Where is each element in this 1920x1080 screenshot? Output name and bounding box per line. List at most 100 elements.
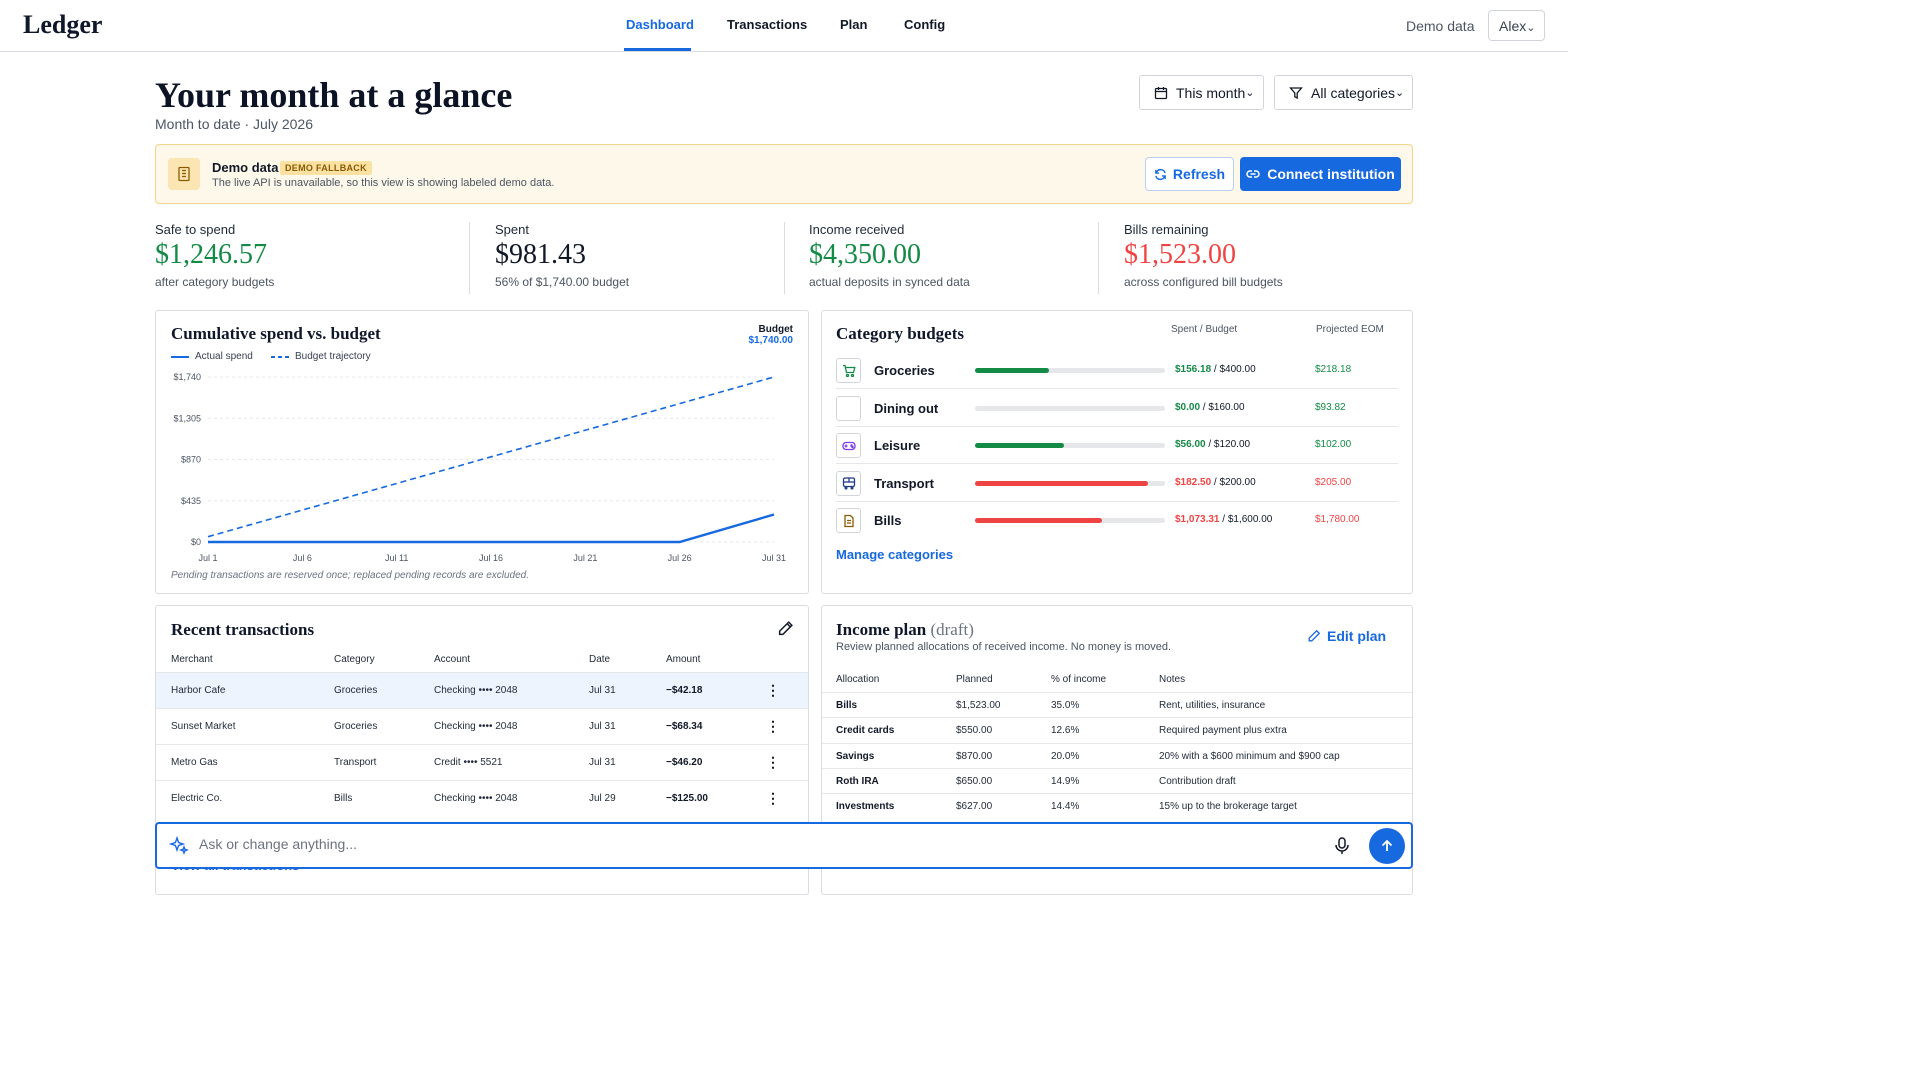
ask-input[interactable] xyxy=(199,836,1279,852)
table-row: Investments $627.00 14.4% 15% up to the bro… xyxy=(822,793,1412,818)
amount-cell: −$125.00 xyxy=(666,793,708,804)
stat-value: $1,246.57 xyxy=(155,239,267,270)
x-tick-label: Jul 26 xyxy=(668,553,692,563)
edit-plan-label: Edit plan xyxy=(1327,628,1387,644)
row-divider xyxy=(836,463,1398,464)
budget-progress-bar xyxy=(975,368,1165,373)
more-options-icon[interactable]: ⋮ xyxy=(766,754,780,770)
spent-of-budget: $56.00 / $120.00 xyxy=(1175,439,1250,450)
connect-label: Connect institution xyxy=(1267,166,1395,182)
budget-amount: / $120.00 xyxy=(1205,439,1251,450)
edit-transactions-button[interactable] xyxy=(777,620,794,642)
col-header-planned: Planned xyxy=(956,674,993,685)
category-name: Transport xyxy=(874,475,934,491)
table-row: Bills $1,523.00 35.0% Rent, utilities, insu… xyxy=(822,692,1412,717)
account-cell: Checking •••• 2048 xyxy=(434,721,518,732)
nav-transactions[interactable]: Transactions xyxy=(727,17,808,32)
planned-cell: $650.00 xyxy=(956,775,993,787)
budget-value: $1,740.00 xyxy=(748,335,794,346)
col-header-category: Category xyxy=(334,654,375,665)
nav-plan[interactable]: Plan xyxy=(840,17,868,32)
account-cell: Checking •••• 2048 xyxy=(434,685,518,696)
x-tick-label: Jul 11 xyxy=(385,553,408,563)
more-options-icon[interactable]: ⋮ xyxy=(766,718,780,734)
date-cell: Jul 29 xyxy=(589,793,616,804)
filter-icon xyxy=(1289,86,1303,99)
amount-cell: −$46.20 xyxy=(666,757,703,768)
budget-row-groceries[interactable]: Groceries $156.18 / $400.00 $218.18 xyxy=(836,351,1398,389)
connect-institution-button[interactable]: Connect institution xyxy=(1240,157,1401,191)
allocation-cell: Bills xyxy=(836,700,858,711)
budget-row-dining-out[interactable]: Dining out $0.00 / $160.00 $93.82 xyxy=(836,389,1398,427)
table-row[interactable]: Electric Co. Bills Checking •••• 2048 Jul 2… xyxy=(156,780,808,816)
budgets-title: Category budgets xyxy=(836,324,964,343)
percent-cell: 14.4% xyxy=(1051,801,1080,813)
y-tick-label: $435 xyxy=(181,496,201,506)
col-header-date: Date xyxy=(589,654,611,665)
nav-config[interactable]: Config xyxy=(904,17,946,32)
merchant-cell: Harbor Cafe xyxy=(171,685,226,696)
budget-row-transport[interactable]: Transport $182.50 / $200.00 $205.00 xyxy=(836,464,1398,502)
budget-amount: / $200.00 xyxy=(1211,476,1256,488)
notes-cell: Contribution draft xyxy=(1159,775,1236,787)
actual-spend-line xyxy=(208,513,775,544)
banner-title: Demo data xyxy=(212,160,279,175)
date-cell: Jul 31 xyxy=(589,757,616,768)
x-tick-label: Jul 6 xyxy=(293,553,312,563)
sparkle-icon xyxy=(169,836,189,856)
notes-cell: 15% up to the brokerage target xyxy=(1159,801,1297,813)
stat-note: across configured bill budgets xyxy=(1124,275,1283,289)
table-row: Credit cards $550.00 12.6% Required payment… xyxy=(822,717,1412,742)
nav-dashboard[interactable]: Dashboard xyxy=(626,17,694,32)
notes-cell: Rent, utilities, insurance xyxy=(1159,700,1266,711)
allocation-cell: Savings xyxy=(836,750,875,762)
stat-spent: Spent $981.43 56% of $1,740.00 budget xyxy=(495,222,629,294)
category-filter-label: All categories xyxy=(1311,84,1396,101)
projected-eom: $218.18 xyxy=(1315,364,1352,375)
send-button[interactable] xyxy=(1369,828,1405,864)
col-header-allocation: Allocation xyxy=(836,674,880,685)
manage-categories-link[interactable]: Manage categories xyxy=(836,547,954,562)
budget-row-leisure[interactable]: Leisure $56.00 / $120.00 $102.00 xyxy=(836,426,1398,464)
user-name: Alex xyxy=(1499,18,1527,34)
budget-row-bills[interactable]: Bills $1,073.31 / $1,600.00 $1,780.00 xyxy=(836,501,1398,539)
refresh-button[interactable]: Refresh xyxy=(1145,157,1234,191)
period-filter-button[interactable]: This month ⌄ xyxy=(1139,75,1264,110)
user-menu-button[interactable]: Alex⌄ xyxy=(1488,10,1545,41)
x-tick-label: Jul 31 xyxy=(762,553,786,563)
stat-label: Spent xyxy=(495,222,529,237)
percent-cell: 12.6% xyxy=(1051,725,1080,737)
col-header-percent: % of income xyxy=(1051,674,1107,685)
gamepad-icon xyxy=(836,433,861,458)
category-filter-button[interactable]: All categories ⌄ xyxy=(1274,75,1413,110)
category-cell: Groceries xyxy=(334,721,378,732)
income-title-suffix: (draft) xyxy=(930,620,974,639)
notes-cell: Required payment plus extra xyxy=(1159,725,1287,737)
stat-divider xyxy=(1098,222,1099,294)
budget-progress-fill xyxy=(975,480,1148,486)
chevron-down-icon: ⌄ xyxy=(1245,87,1255,99)
table-row[interactable]: Sunset Market Groceries Checking •••• 2048… xyxy=(156,708,808,744)
table-row[interactable]: Metro Gas Transport Credit •••• 5521 Jul 31… xyxy=(156,744,808,780)
table-row[interactable]: Harbor Cafe Groceries Checking •••• 2048 Ju… xyxy=(156,672,808,708)
col-header-account: Account xyxy=(434,654,471,665)
demo-data-indicator[interactable]: Demo data xyxy=(1406,18,1475,34)
edit-plan-button[interactable]: Edit plan xyxy=(1307,628,1386,644)
spent-of-budget: $156.18 / $400.00 xyxy=(1175,364,1256,375)
stat-value: $981.43 xyxy=(495,239,586,270)
pencil-icon xyxy=(778,621,793,636)
microphone-icon[interactable] xyxy=(1334,837,1350,855)
more-options-icon[interactable]: ⋮ xyxy=(766,682,780,698)
category-cell: Groceries xyxy=(334,685,378,696)
budget-trajectory-line xyxy=(207,376,775,538)
allocation-cell: Investments xyxy=(836,801,895,813)
more-options-icon[interactable]: ⋮ xyxy=(766,790,780,806)
page-title: Your month at a glance xyxy=(155,75,513,115)
stat-note: 56% of $1,740.00 budget xyxy=(495,275,630,289)
brand-logo[interactable]: Ledger xyxy=(23,10,103,39)
planned-cell: $550.00 xyxy=(956,725,993,737)
category-name: Groceries xyxy=(874,363,935,378)
budget-progress-fill xyxy=(975,368,1050,373)
col-header-spent-budget: Spent / Budget xyxy=(1171,324,1238,335)
building-icon xyxy=(168,158,200,190)
